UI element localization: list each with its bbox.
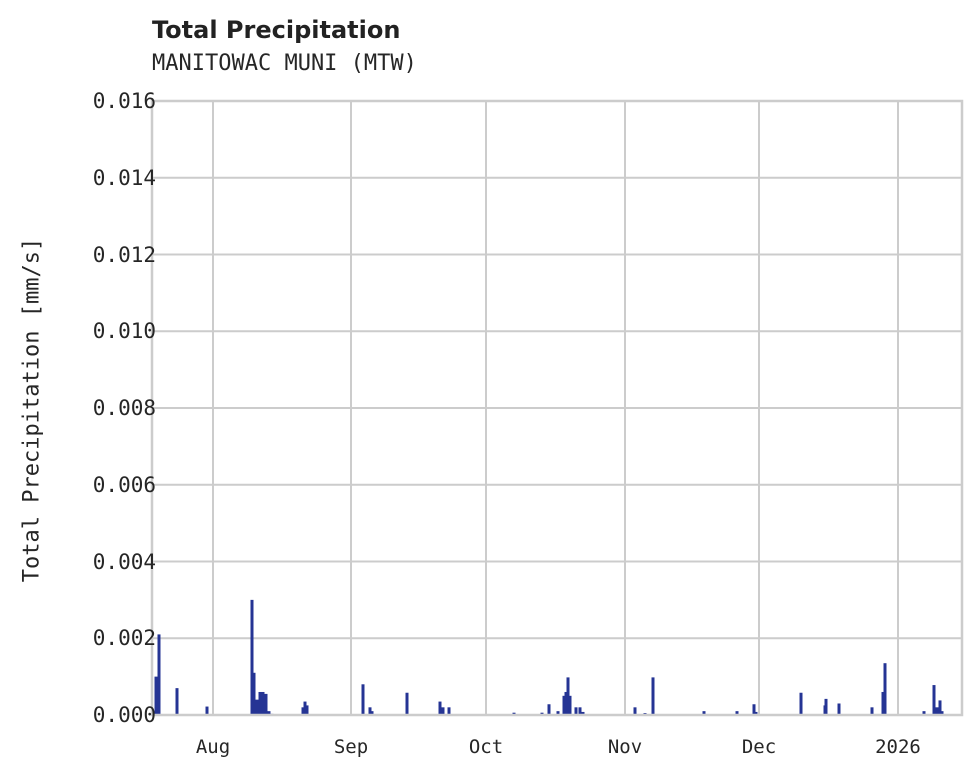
precip-bar	[870, 707, 874, 715]
x-tick-label: 2026	[875, 736, 921, 758]
precip-bar	[938, 700, 942, 715]
precip-bar	[441, 707, 445, 715]
precip-bar	[361, 684, 365, 715]
precip-bar	[368, 707, 372, 715]
precip-bar	[735, 711, 739, 715]
precip-bar	[405, 692, 409, 715]
precip-bar	[935, 707, 939, 715]
precip-bar	[702, 711, 706, 715]
precip-bar	[255, 699, 259, 715]
y-tick-label: 0.002	[92, 626, 156, 651]
precip-bar	[370, 711, 374, 715]
y-tick-label: 0.010	[92, 319, 156, 344]
x-tick-label: Dec	[741, 736, 777, 758]
precip-bar	[581, 711, 585, 715]
x-tick-label: Aug	[195, 736, 231, 758]
precip-bar	[752, 704, 756, 715]
precip-bar	[547, 704, 551, 715]
precip-bar	[250, 599, 254, 715]
precip-bar	[261, 691, 265, 715]
precip-bar	[303, 701, 307, 715]
precip-bar	[154, 676, 158, 715]
precip-bar	[651, 677, 655, 715]
precip-bar	[932, 685, 936, 715]
precip-bar	[447, 707, 451, 715]
chart-title: Total Precipitation	[152, 16, 401, 44]
precip-bar	[205, 706, 209, 715]
precip-bar	[252, 672, 256, 715]
precip-bar	[258, 691, 262, 715]
y-tick-label: 0.008	[92, 396, 156, 420]
precip-bar	[633, 707, 637, 715]
precip-bar	[301, 707, 305, 715]
precip-bar	[799, 692, 803, 715]
precip-bar	[568, 695, 572, 715]
precip-bar	[564, 691, 568, 715]
y-tick-label: 0.006	[92, 472, 156, 497]
precip-bar	[837, 703, 841, 715]
precip-bar	[922, 711, 926, 715]
precip-bar	[578, 707, 582, 715]
precip-bar	[754, 711, 758, 715]
precip-bar	[883, 663, 887, 715]
precip-bar	[574, 707, 578, 715]
x-tick-label: Sep	[333, 736, 369, 758]
y-tick-label: 0.012	[92, 242, 156, 267]
precip-bar	[881, 691, 885, 715]
precip-bar	[940, 711, 944, 715]
y-tick-label: 0.000	[92, 703, 156, 727]
y-tick-label: 0.016	[92, 89, 156, 113]
plot-frame	[150, 99, 964, 717]
precip-bar	[157, 634, 161, 715]
precip-bar	[175, 688, 179, 715]
x-tick-label: Nov	[607, 736, 643, 758]
chart-subtitle: MANITOWAC MUNI (MTW)	[152, 51, 417, 76]
precip-bar	[824, 698, 828, 715]
precip-bar	[562, 695, 566, 715]
y-tick-label: 0.014	[92, 165, 156, 190]
precip-bar	[264, 693, 268, 715]
precip-bar	[438, 701, 442, 715]
precip-bar	[305, 705, 309, 715]
precip-bar	[566, 677, 570, 715]
precip-bar	[267, 711, 271, 715]
x-tick-label: Oct	[468, 736, 504, 758]
precip-bar	[556, 711, 560, 715]
y-tick-label: 0.004	[92, 549, 156, 574]
